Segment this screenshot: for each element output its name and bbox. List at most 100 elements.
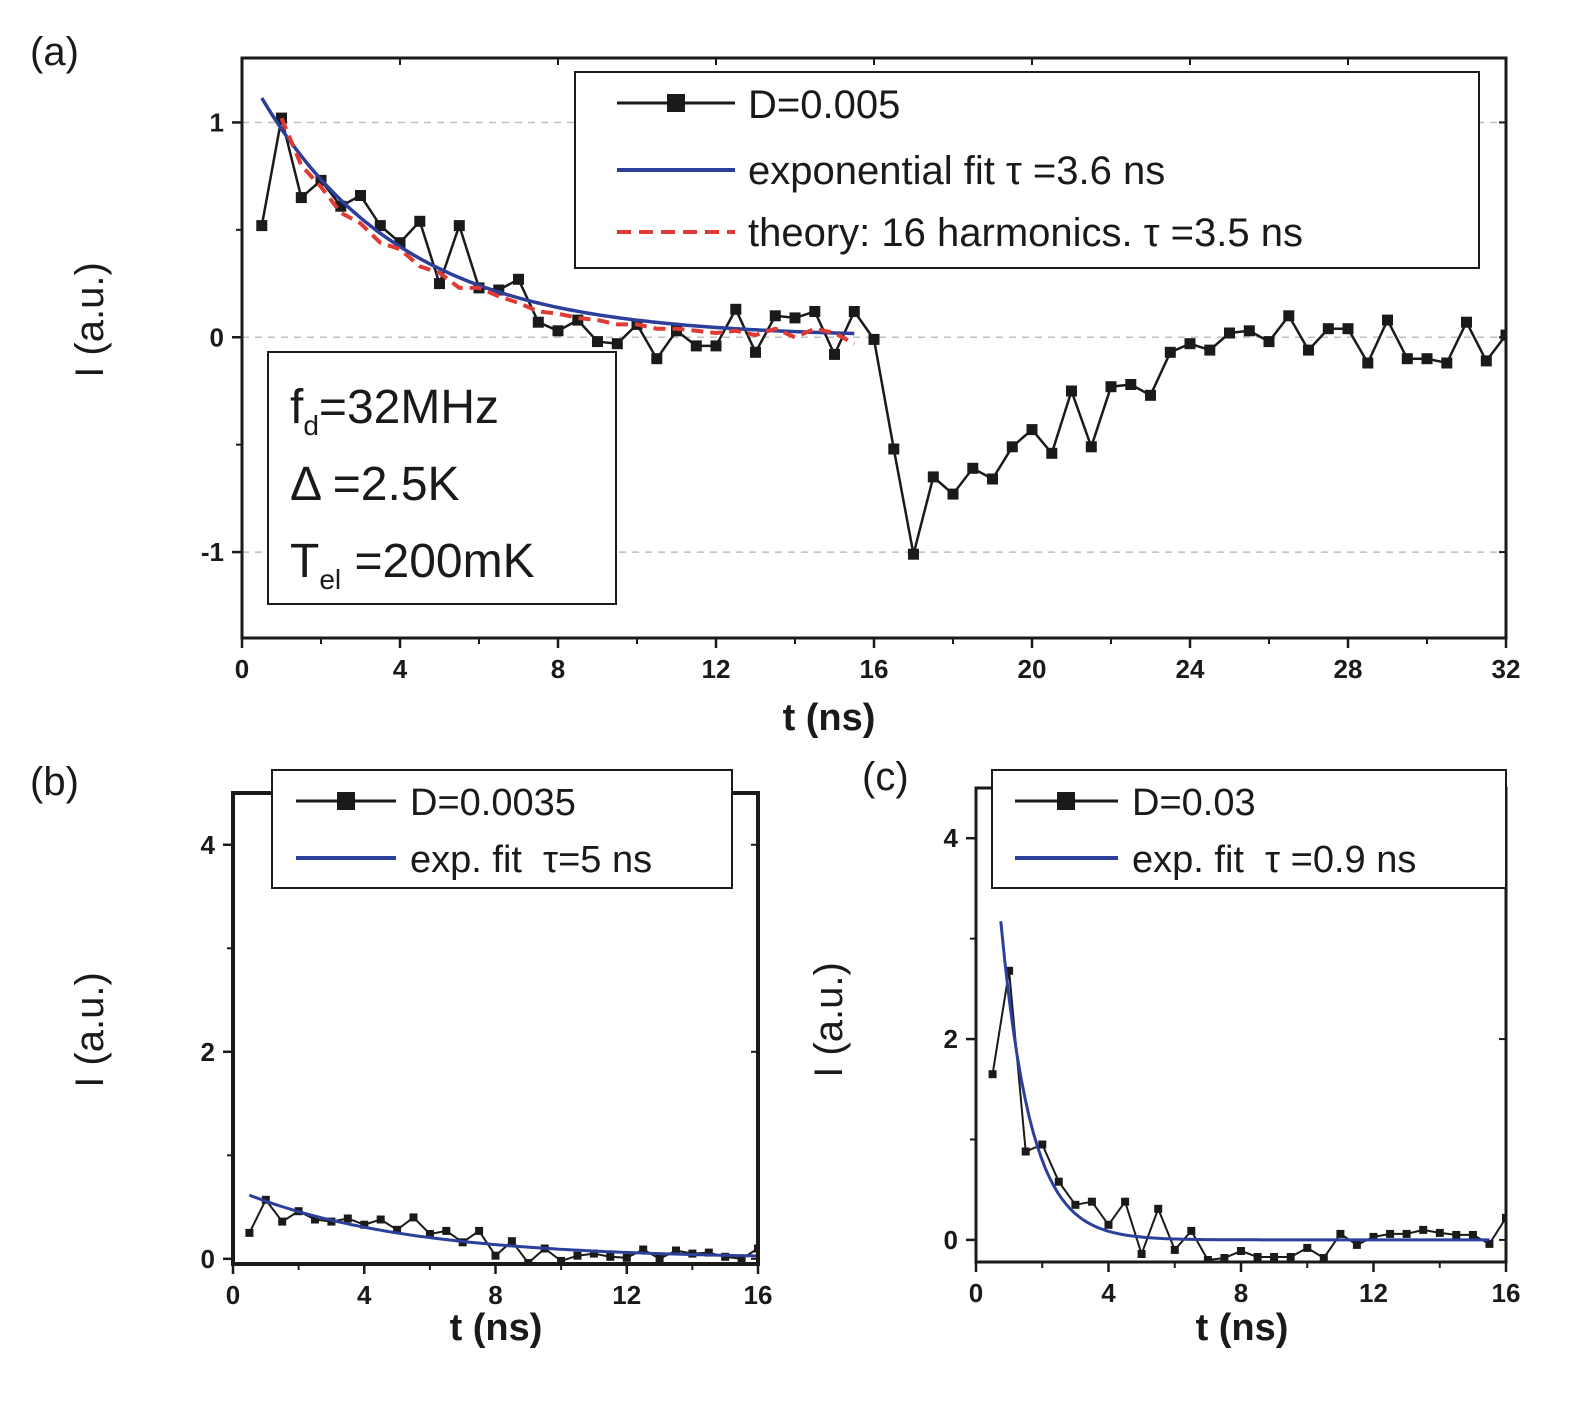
panel-a: (a) 0 4 8 12 16 20 24 28 32-101 t (ns) I (a.u.) … — [30, 30, 1520, 739]
data-point — [1105, 381, 1117, 393]
data-point — [557, 1256, 566, 1264]
data-point — [507, 1237, 516, 1246]
data-point — [1137, 1250, 1146, 1258]
y-tick-label: 4 — [944, 823, 959, 853]
data-point — [1026, 424, 1038, 436]
x-tick-label: 16 — [1492, 1278, 1521, 1308]
data-point — [671, 325, 682, 337]
data-point — [750, 346, 761, 358]
panel-a-ticks: 0 4 8 12 16 20 24 28 32 -1 0 1 — [201, 58, 1521, 684]
data-point — [573, 1251, 582, 1260]
panel-a-legend: D=0.005 exponential fit τ =3.6 ns theory… — [574, 71, 1480, 269]
data-point — [1187, 1226, 1196, 1235]
data-point — [1421, 353, 1433, 365]
x-tick-label: 12 — [612, 1280, 641, 1310]
data-point — [343, 1214, 352, 1223]
parameter-drive-frequency: fd=32MHz — [290, 381, 499, 441]
data-point — [1362, 357, 1374, 369]
data-point — [947, 488, 959, 500]
legend-c-data-label: D=0.03 — [1132, 782, 1256, 824]
data-point — [1270, 1253, 1279, 1261]
x-tick-label: 8 — [1234, 1278, 1248, 1308]
data-point — [552, 325, 564, 337]
panel-b-label: (b) — [30, 760, 79, 804]
data-line — [991, 970, 1506, 1262]
x-tick-label: 20 — [1018, 654, 1047, 684]
data-point — [1224, 327, 1235, 339]
panel-a-label: (a) — [30, 30, 79, 74]
data-point — [622, 1253, 631, 1262]
data-point — [1452, 1230, 1461, 1239]
panel-c-y-axis-title: I (a.u.) — [807, 962, 851, 1078]
x-tick-label: 0 — [235, 654, 249, 684]
y-tick-label: 0 — [201, 1244, 215, 1274]
legend-b-fit-label: exp. fit τ=5 ns — [410, 839, 652, 881]
data-point — [513, 273, 524, 285]
legend-b-data-label: D=0.0035 — [410, 782, 576, 824]
data-point — [278, 1217, 287, 1226]
panel-a-parameter-box: fd=32MHz Δ =2.5K Tel =200mK — [267, 351, 617, 605]
data-point — [1263, 336, 1275, 348]
data-point — [374, 220, 386, 232]
data-point — [1125, 379, 1137, 390]
data-point — [524, 1259, 533, 1264]
data-point — [1164, 346, 1176, 358]
x-tick-label: 32 — [1492, 654, 1521, 684]
data-point — [651, 353, 663, 365]
data-point — [1502, 1213, 1506, 1222]
panel-c-legend: D=0.03 exp. fit τ =0.9 ns — [991, 769, 1507, 889]
data-point — [1145, 389, 1156, 401]
y-tick-label: 1 — [210, 107, 224, 137]
panel-c-x-axis-title: t (ns) — [1196, 1307, 1289, 1349]
data-point — [1066, 385, 1077, 397]
x-tick-label: 0 — [226, 1280, 240, 1310]
data-point — [888, 443, 900, 455]
panel-b-ticks: 0 4 8 12 16 0 2 4 — [201, 793, 773, 1310]
data-point — [1336, 1229, 1345, 1238]
data-point — [639, 1245, 648, 1254]
data-point — [1369, 1232, 1378, 1241]
legend-a-data-marker-swatch — [667, 94, 685, 112]
data-point — [245, 1228, 254, 1237]
data-point — [868, 333, 880, 345]
x-tick-label: 16 — [744, 1280, 773, 1310]
legend-b-data-marker-swatch — [337, 792, 355, 810]
data-point — [1085, 441, 1097, 453]
data-point — [1203, 1256, 1212, 1262]
parameter-box-frame — [267, 351, 617, 605]
fit-curve — [999, 921, 1490, 1242]
legend-a-theory-label: theory: 16 harmonics. τ =3.5 ns — [748, 211, 1303, 255]
x-tick-label: 4 — [357, 1280, 372, 1310]
panel-c: (c) 0 4 8 12 16 0 2 4 t (ns) I (a.u.) D=0.03 ex… — [807, 755, 1520, 1349]
data-point — [434, 278, 445, 290]
legend-c-data-marker-swatch — [1057, 792, 1075, 810]
data-point — [425, 1230, 434, 1238]
data-point — [393, 1225, 402, 1234]
parameter-gap: Δ =2.5K — [290, 458, 460, 511]
data-point — [967, 462, 979, 474]
data-point — [672, 1246, 680, 1255]
x-tick-label: 4 — [1101, 1278, 1116, 1308]
data-point — [737, 1254, 746, 1263]
data-point — [809, 306, 821, 317]
data-point — [690, 340, 702, 352]
y-tick-label: 0 — [210, 322, 224, 352]
panel-b-series — [245, 1193, 758, 1264]
data-point — [414, 215, 426, 227]
data-point — [335, 200, 347, 212]
data-point — [1303, 344, 1314, 356]
panel-a-x-axis-title: t (ns) — [783, 697, 876, 739]
panel-c-label: (c) — [862, 755, 909, 799]
data-point — [1104, 1220, 1113, 1229]
data-point — [1461, 316, 1472, 328]
data-point — [1204, 344, 1216, 356]
y-tick-label: 4 — [201, 830, 216, 860]
x-tick-label: 12 — [702, 654, 731, 684]
data-point — [1435, 1228, 1444, 1237]
data-point — [1485, 1239, 1494, 1248]
x-tick-label: 24 — [1176, 654, 1205, 684]
data-point — [572, 314, 584, 326]
data-point — [1220, 1254, 1229, 1262]
data-point — [1046, 447, 1058, 459]
